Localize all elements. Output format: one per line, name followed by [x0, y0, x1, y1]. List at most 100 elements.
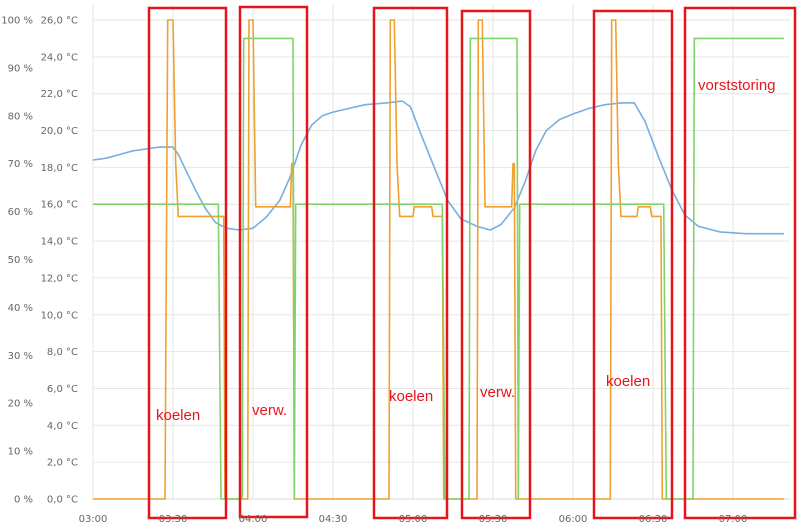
series-0-point: [620, 102, 622, 104]
annotation-label: vorststoring: [698, 77, 776, 94]
series-0-point: [105, 157, 107, 159]
series-0-point: [745, 233, 747, 235]
series-0-point: [409, 106, 411, 108]
y-tick-label-percent: 80 %: [8, 111, 33, 122]
series-2-point: [693, 37, 695, 40]
x-tick-label: 04:00: [239, 514, 268, 525]
series-0-point: [719, 231, 721, 233]
series-2-point: [292, 37, 294, 40]
annotation-label: koelen: [606, 373, 650, 390]
series-1-point: [413, 206, 415, 208]
series-2-point: [783, 37, 785, 40]
annotation-box: [238, 5, 309, 519]
series-0-point: [159, 146, 161, 148]
series-1-point: [637, 206, 639, 208]
series-2-point: [295, 203, 297, 205]
series-line-1: [93, 19, 784, 500]
series-1-point: [481, 19, 483, 21]
series-0-point: [633, 102, 635, 104]
y-tick-label-temp: 18,0 °C: [41, 163, 78, 174]
series-0-point: [204, 207, 206, 209]
series-0-point: [783, 233, 785, 235]
series-line-2: [93, 37, 784, 500]
series-1-point: [611, 19, 613, 21]
series-0-point: [332, 111, 334, 113]
series-1-point: [511, 206, 513, 208]
series-2-point: [220, 498, 222, 500]
x-tick-label: 03:30: [159, 514, 188, 525]
y-tick-label-temp: 6,0 °C: [47, 384, 78, 395]
series-1-point: [164, 498, 166, 500]
series-2-point: [469, 37, 471, 40]
series-2-point: [243, 37, 245, 40]
series-2-point: [444, 498, 446, 500]
series-0-point: [385, 102, 387, 104]
series-1-point: [412, 215, 414, 217]
series-2-point: [92, 203, 94, 205]
annotation-label: koelen: [389, 388, 433, 405]
series-1-point: [396, 163, 398, 165]
annotation-label: verw.: [252, 402, 287, 419]
series-1-point: [223, 215, 225, 217]
series-2-point: [692, 498, 694, 500]
series-2-point: [516, 37, 518, 40]
annotation-box: [592, 9, 674, 520]
series-1-point: [389, 19, 391, 21]
y-tick-label-percent: 20 %: [8, 399, 33, 410]
series-1-point: [289, 206, 291, 208]
series-line-0: [92, 100, 784, 235]
series-1-point: [432, 215, 434, 217]
x-tick-label: 07:00: [719, 514, 748, 525]
series-0-point: [132, 150, 134, 152]
series-1-point: [247, 498, 249, 500]
series-1-point: [617, 163, 619, 165]
series-1-point: [255, 206, 257, 208]
series-0-point: [119, 153, 121, 156]
series-0-point: [145, 148, 147, 150]
series-1-point: [615, 19, 617, 21]
annotation-box: [683, 6, 797, 520]
y-tick-label-temp: 22,0 °C: [41, 89, 78, 100]
series-2-point: [663, 203, 665, 205]
y-tick-label-percent: 0 %: [14, 495, 33, 506]
y-tick-label-percent: 40 %: [8, 303, 33, 314]
series-0-point: [364, 104, 366, 106]
series-1-point: [484, 206, 486, 208]
series-1-point: [649, 206, 651, 208]
series-1-point: [388, 498, 390, 500]
series-0-point: [644, 120, 646, 122]
annotation-box: [460, 9, 532, 520]
series-1-point: [636, 215, 638, 217]
series-0-point: [500, 223, 502, 226]
series-0-point: [348, 107, 350, 109]
series-1-point: [431, 206, 433, 208]
series-0-point: [420, 133, 422, 135]
annotation-box: [147, 6, 228, 520]
y-tick-label-temp: 24,0 °C: [41, 52, 78, 63]
y-tick-label-percent: 50 %: [8, 255, 33, 266]
series-2-point: [517, 498, 519, 500]
series-1-point: [609, 498, 611, 500]
y-tick-label-temp: 16,0 °C: [41, 200, 78, 211]
series-layer: [92, 19, 785, 500]
series-1-point: [393, 19, 395, 21]
series-0-point: [604, 104, 606, 106]
series-0-point: [489, 229, 491, 231]
series-1-point: [92, 498, 94, 500]
x-tick-label: 04:30: [319, 514, 348, 525]
series-1-point: [172, 19, 174, 21]
series-0-point: [535, 150, 537, 152]
series-0-point: [433, 166, 435, 168]
annotation-label: verw.: [480, 384, 515, 401]
series-0-point: [572, 113, 574, 115]
series-2-point: [293, 498, 295, 500]
annotation-layer: koelen verw. koelen verw. koelen vorststoring: [147, 5, 797, 520]
series-0-point: [524, 181, 526, 183]
y-tick-label-temp: 14,0 °C: [41, 237, 78, 248]
grid: [92, 5, 790, 500]
series-2-point: [519, 203, 521, 205]
x-tick-label: 06:00: [559, 514, 588, 525]
y-tick-label-percent: 60 %: [8, 207, 33, 218]
series-0-point: [300, 144, 302, 146]
series-1-point: [661, 498, 663, 500]
